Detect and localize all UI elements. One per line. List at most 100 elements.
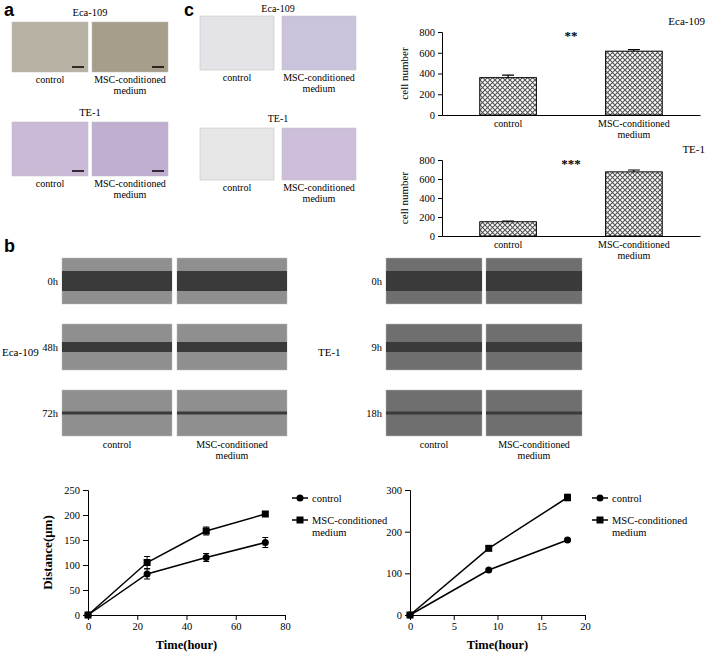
axis-line [411,616,586,621]
tick: 800 [419,155,442,166]
legend-marker [597,517,604,524]
micrograph [486,390,582,436]
panel-letter: a [4,0,15,20]
condition-label: MSC-conditionedmedium [94,74,166,96]
legend-item: MSC-conditionedmedium [292,515,388,538]
error-bar [565,494,571,501]
panel-title: TE-1 [79,107,101,118]
series-line [88,514,265,615]
tick-mark [83,490,88,491]
axis-title: Time(hour) [467,638,529,652]
tick: 400 [419,68,442,79]
tick-label: 800 [419,27,435,38]
tick-label: 0 [430,110,435,121]
error-bar [628,50,640,52]
tick-label: MSC-conditionedmedium [598,239,670,261]
tick: 50 [70,585,89,596]
tick-label: 300 [386,485,402,496]
tick-mark [236,615,237,620]
tick: 0 [86,615,91,632]
scale-bar [152,66,164,68]
tick: control [494,239,523,250]
significance: ** [565,28,578,43]
axis-line [438,161,443,237]
axis-line [443,236,701,237]
axis-title: Distance(μm) [40,515,55,590]
wound-gap [486,412,582,415]
tick-label: 200 [386,527,402,538]
tick-mark [405,615,410,616]
tick-label: 0 [397,610,402,621]
condition-label: control [223,182,252,193]
panel-title: TE-1 [268,113,289,124]
tick-label: 200 [419,212,435,223]
tick-label: 0 [86,621,91,632]
tick: 100 [64,560,88,571]
tick-mark [438,94,442,95]
tick: 40 [182,615,193,632]
error-bar [502,220,514,222]
condition-label: control [223,72,252,83]
tick-mark [585,615,586,620]
x-axis: control MSC-conditionedmedium [443,116,701,141]
condition-label: control [36,74,65,85]
wound-gap [62,271,172,291]
bar [480,78,537,115]
tick-label: 50 [70,585,81,596]
tick-label: 150 [64,535,80,546]
bar [606,172,663,236]
tick-label: 200 [419,89,435,100]
series-line [410,498,568,616]
tick-label: 400 [419,68,435,79]
plot-area [480,50,662,115]
tick-mark [137,615,138,620]
tick-label: 800 [419,155,435,166]
tick-label: 100 [64,560,80,571]
wound-gap [177,342,287,352]
tick-mark [438,179,442,180]
tick: 150 [64,535,88,546]
tick-mark [438,53,442,54]
wound-gap [486,342,582,352]
point [144,559,151,566]
micrograph [177,324,287,370]
tick-mark [83,540,88,541]
micrograph [486,258,582,304]
axis-line [438,33,443,116]
time-label: 48h [42,342,59,353]
tick: 100 [386,568,410,579]
tick: 0 [408,615,413,632]
tick: 250 [64,485,88,496]
legend-item: control [592,493,642,504]
tick-mark [438,236,442,237]
micrograph [177,258,287,304]
scale-bar [152,170,164,172]
yticks-axis: 0200400600800 [419,155,442,242]
micrograph [62,258,172,304]
tick-label: 600 [419,174,435,185]
tick-label: 20 [580,621,591,632]
series-line [88,543,265,616]
tick-label: control [494,118,523,129]
tick-mark [438,217,442,218]
micrograph [282,128,356,180]
micrograph [200,128,274,180]
tick-label: 0 [75,610,80,621]
tick: 5 [452,615,457,632]
tick: 20 [580,615,591,632]
tick: MSC-conditionedmedium [598,118,670,140]
axis-title: cell number [398,47,410,100]
panel-title: TE-1 [318,346,341,358]
tick-mark [83,615,88,616]
error-bar [144,557,150,569]
micrograph [177,390,287,436]
tick-mark [438,160,442,161]
tick: 600 [419,48,442,59]
point [262,539,269,546]
wound-gap [177,412,287,415]
tick: 80 [280,615,291,632]
tick: 0 [430,110,442,121]
point [485,567,492,574]
scale-bar [72,66,84,68]
tick-label: MSC-conditionedmedium [598,118,670,140]
